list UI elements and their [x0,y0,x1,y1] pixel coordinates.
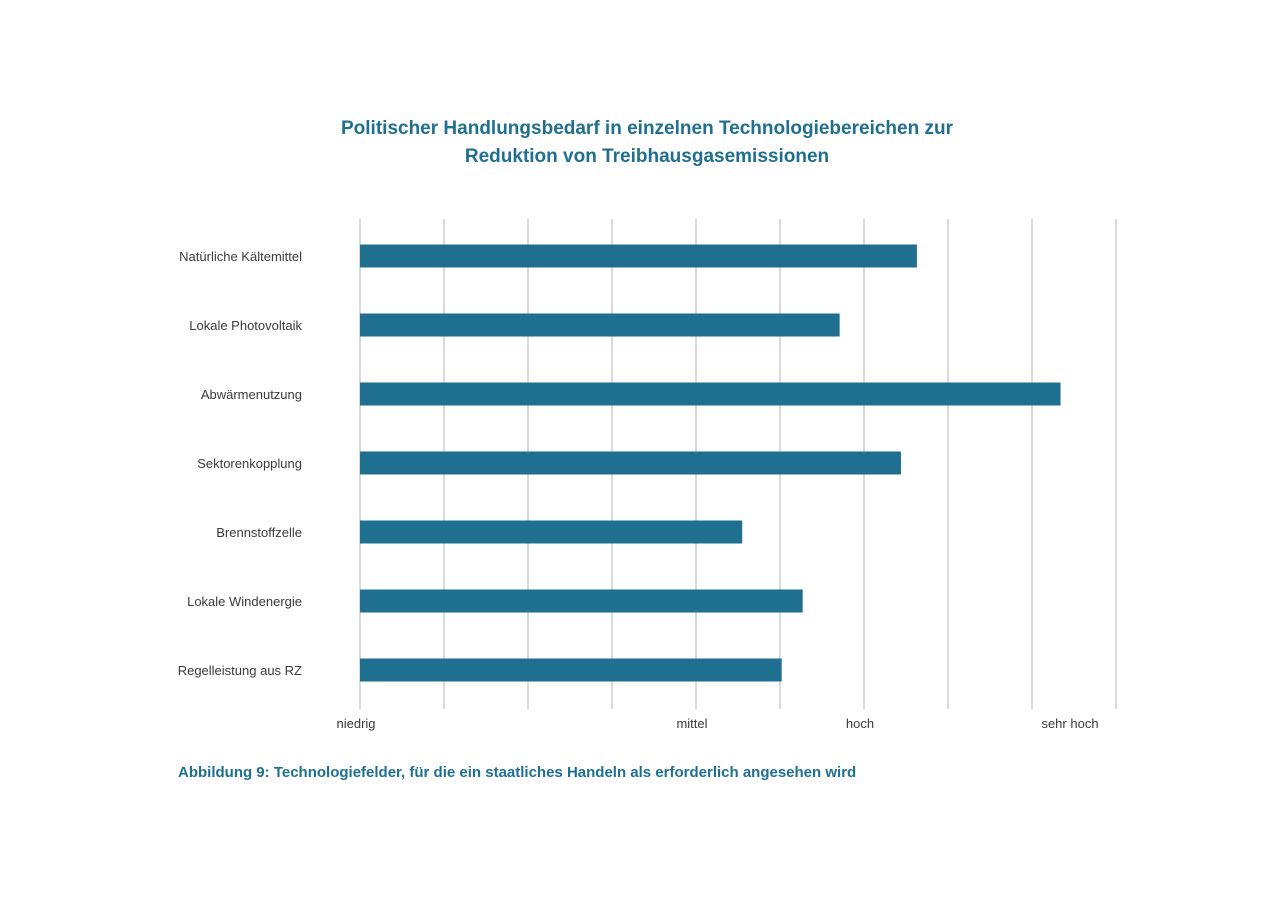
chart-title: Politischer Handlungsbedarf in einzelnen… [0,115,1280,171]
chart-title-line-2: Reduktion von Treibhausgasemissionen [464,146,830,167]
category-label: Lokale Photovoltaik [189,318,302,333]
chart-title-line-1: Politischer Handlungsbedarf in einzelnen… [341,118,953,139]
bar [360,658,782,682]
bar [360,520,743,544]
category-label: Regelleistung aus RZ [178,663,302,678]
category-label: Brennstoffzelle [216,525,302,540]
category-label: Abwärmenutzung [201,387,302,402]
category-label: Natürliche Kältemittel [179,249,302,264]
bar [360,589,803,613]
bar [360,313,840,337]
x-tick-label: hoch [846,716,874,731]
bar [360,244,917,268]
x-tick-label: sehr hoch [1041,716,1098,731]
bar [360,451,901,475]
bar [360,382,1061,406]
category-label: Sektorenkopplung [197,456,302,471]
x-tick-label: mittel [676,716,707,731]
figure-caption: Abbildung 9: Technologiefelder, für die … [178,764,857,781]
x-tick-label: niedrig [336,716,375,731]
category-label: Lokale Windenergie [187,594,302,609]
